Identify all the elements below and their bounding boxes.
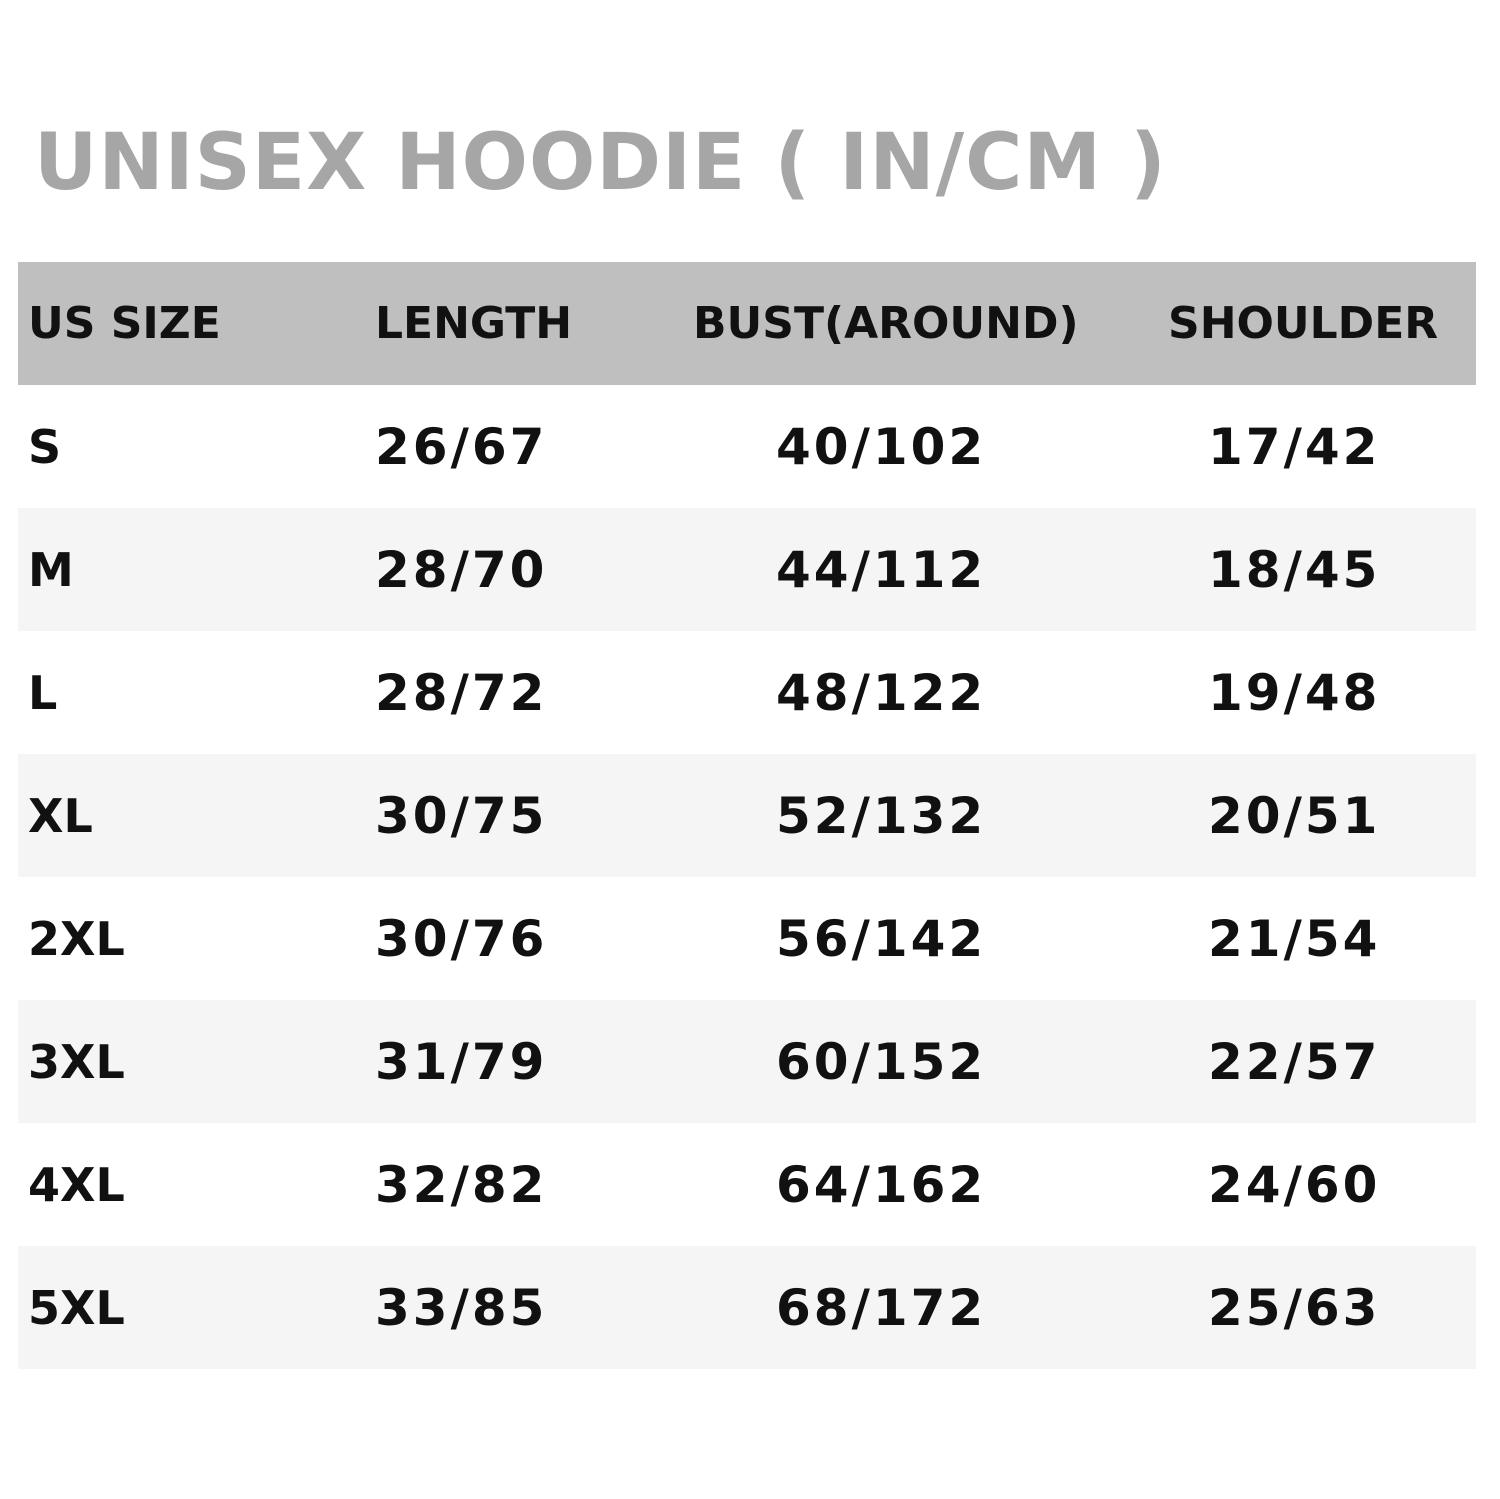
cell-shoulder: 19/48 — [1208, 663, 1381, 722]
table-row: M 28/70 44/112 18/45 — [18, 508, 1476, 631]
header-us-size: US SIZE — [28, 298, 221, 349]
cell-length: 31/79 — [375, 1032, 548, 1091]
cell-bust: 48/122 — [776, 663, 987, 722]
cell-shoulder: 21/54 — [1208, 909, 1381, 968]
cell-length: 28/70 — [375, 540, 548, 599]
cell-bust: 56/142 — [776, 909, 987, 968]
table-row: 2XL 30/76 56/142 21/54 — [18, 877, 1476, 1000]
page-title: UNISEX HOODIE ( IN/CM ) — [34, 118, 1167, 208]
cell-bust: 40/102 — [776, 417, 987, 476]
size-chart-table: US SIZE LENGTH BUST(AROUND) SHOULDER S 26… — [18, 262, 1476, 1369]
header-shoulder: SHOULDER — [1168, 298, 1439, 349]
cell-length: 32/82 — [375, 1155, 548, 1214]
cell-bust: 64/162 — [776, 1155, 987, 1214]
cell-size: 5XL — [28, 1280, 125, 1335]
cell-size: M — [28, 542, 74, 597]
cell-bust: 60/152 — [776, 1032, 987, 1091]
cell-shoulder: 20/51 — [1208, 786, 1381, 845]
table-row: L 28/72 48/122 19/48 — [18, 631, 1476, 754]
cell-bust: 68/172 — [776, 1278, 987, 1337]
cell-length: 33/85 — [375, 1278, 548, 1337]
cell-size: 4XL — [28, 1157, 125, 1212]
table-row: 5XL 33/85 68/172 25/63 — [18, 1246, 1476, 1369]
cell-length: 30/76 — [375, 909, 548, 968]
cell-length: 30/75 — [375, 786, 548, 845]
cell-shoulder: 25/63 — [1208, 1278, 1381, 1337]
cell-size: 2XL — [28, 911, 125, 966]
cell-shoulder: 18/45 — [1208, 540, 1381, 599]
cell-shoulder: 22/57 — [1208, 1032, 1381, 1091]
cell-size: XL — [28, 788, 93, 843]
table-row: 3XL 31/79 60/152 22/57 — [18, 1000, 1476, 1123]
cell-bust: 44/112 — [776, 540, 987, 599]
cell-size: L — [28, 665, 58, 720]
table-row: S 26/67 40/102 17/42 — [18, 385, 1476, 508]
cell-shoulder: 24/60 — [1208, 1155, 1381, 1214]
table-row: XL 30/75 52/132 20/51 — [18, 754, 1476, 877]
header-bust: BUST(AROUND) — [693, 298, 1079, 349]
cell-size: 3XL — [28, 1034, 125, 1089]
table-header: US SIZE LENGTH BUST(AROUND) SHOULDER — [18, 262, 1476, 385]
cell-length: 26/67 — [375, 417, 548, 476]
table-row: 4XL 32/82 64/162 24/60 — [18, 1123, 1476, 1246]
header-length: LENGTH — [375, 298, 573, 349]
cell-bust: 52/132 — [776, 786, 987, 845]
cell-shoulder: 17/42 — [1208, 417, 1381, 476]
cell-size: S — [28, 419, 62, 474]
cell-length: 28/72 — [375, 663, 548, 722]
